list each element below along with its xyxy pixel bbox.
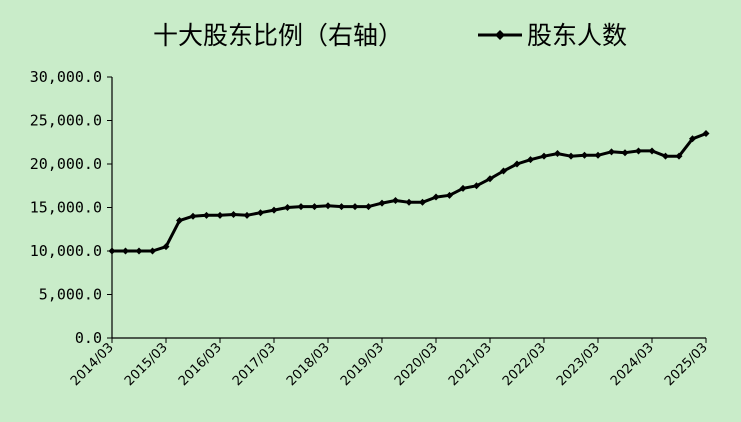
data-point-marker — [662, 152, 669, 160]
data-point-marker — [176, 217, 183, 225]
data-point-marker — [446, 191, 453, 199]
x-tick-label: 2025/03 — [662, 340, 711, 389]
data-point-marker — [378, 199, 386, 207]
legend-label-holders: 股东人数 — [527, 21, 627, 50]
data-point-marker — [135, 247, 143, 255]
y-tick-label: 0.0 — [75, 329, 102, 347]
data-point-marker — [473, 182, 480, 190]
data-point-marker — [162, 243, 170, 251]
data-point-marker — [621, 149, 629, 157]
series-holders — [108, 130, 710, 255]
x-tick-label: 2019/03 — [338, 340, 387, 389]
y-tick-label: 5,000.0 — [39, 286, 102, 304]
data-point-marker — [365, 203, 372, 211]
x-tick-label: 2015/03 — [122, 340, 171, 389]
data-point-marker — [297, 203, 305, 211]
legend-label-top10-ratio: 十大股东比例（右轴） — [153, 21, 403, 50]
data-point-marker — [405, 198, 413, 206]
data-point-marker — [702, 130, 710, 138]
x-tick-label: 2014/03 — [68, 340, 117, 389]
y-tick-label: 25,000.0 — [30, 112, 102, 130]
data-point-marker — [122, 247, 129, 255]
data-point-marker — [311, 203, 318, 211]
data-point-marker — [635, 147, 642, 155]
data-point-marker — [351, 203, 359, 211]
y-tick-label: 10,000.0 — [30, 242, 102, 260]
axes — [111, 77, 706, 339]
data-point-marker — [257, 209, 264, 217]
data-point-marker — [432, 193, 440, 201]
data-point-marker — [203, 211, 210, 219]
x-tick-label: 2023/03 — [554, 340, 603, 389]
data-point-marker — [513, 160, 521, 168]
data-point-marker — [459, 184, 467, 192]
data-point-marker — [216, 211, 224, 219]
data-point-marker — [608, 148, 615, 156]
x-tick-label: 2017/03 — [230, 340, 279, 389]
x-tick-label: 2024/03 — [608, 340, 657, 389]
x-tick-label: 2022/03 — [500, 340, 549, 389]
y-tick-label: 20,000.0 — [30, 155, 102, 173]
data-point-marker — [419, 198, 426, 206]
data-point-marker — [230, 210, 237, 218]
data-point-marker — [324, 202, 332, 210]
x-axis-ticks: 2014/03 2015/03 2016/03 2017/03 2018/03 2019/… — [68, 338, 711, 389]
data-point-marker — [149, 247, 156, 255]
data-point-marker — [527, 156, 534, 164]
y-axis-ticks: 0.0 5,000.0 10,000.0 15,000.0 20,000.0 25,000… — [30, 68, 112, 347]
data-point-marker — [189, 212, 197, 220]
data-point-marker — [270, 206, 278, 214]
x-tick-label: 2021/03 — [446, 340, 495, 389]
data-point-marker — [500, 167, 507, 175]
y-tick-label: 30,000.0 — [30, 68, 102, 86]
x-tick-label: 2020/03 — [392, 340, 441, 389]
data-point-marker — [594, 151, 602, 159]
data-point-marker — [567, 152, 575, 160]
data-point-marker — [392, 197, 399, 205]
data-point-marker — [554, 150, 561, 158]
data-point-marker — [243, 211, 251, 219]
data-point-marker — [648, 147, 656, 155]
data-point-marker — [486, 175, 494, 183]
data-point-marker — [284, 204, 291, 211]
data-point-marker — [689, 135, 696, 143]
series-line-holders — [112, 132, 707, 253]
legend-diamond-swatch — [495, 30, 505, 40]
legend: 十大股东比例（右轴） 股东人数 — [153, 21, 627, 50]
data-point-marker — [581, 151, 588, 159]
y-tick-label: 15,000.0 — [30, 199, 102, 217]
data-point-marker — [540, 152, 548, 160]
data-point-marker — [108, 247, 116, 255]
x-tick-label: 2016/03 — [176, 340, 225, 389]
data-point-marker — [675, 152, 683, 160]
x-tick-label: 2018/03 — [284, 340, 333, 389]
data-point-marker — [338, 203, 345, 211]
legend-marker-holders — [478, 30, 522, 40]
